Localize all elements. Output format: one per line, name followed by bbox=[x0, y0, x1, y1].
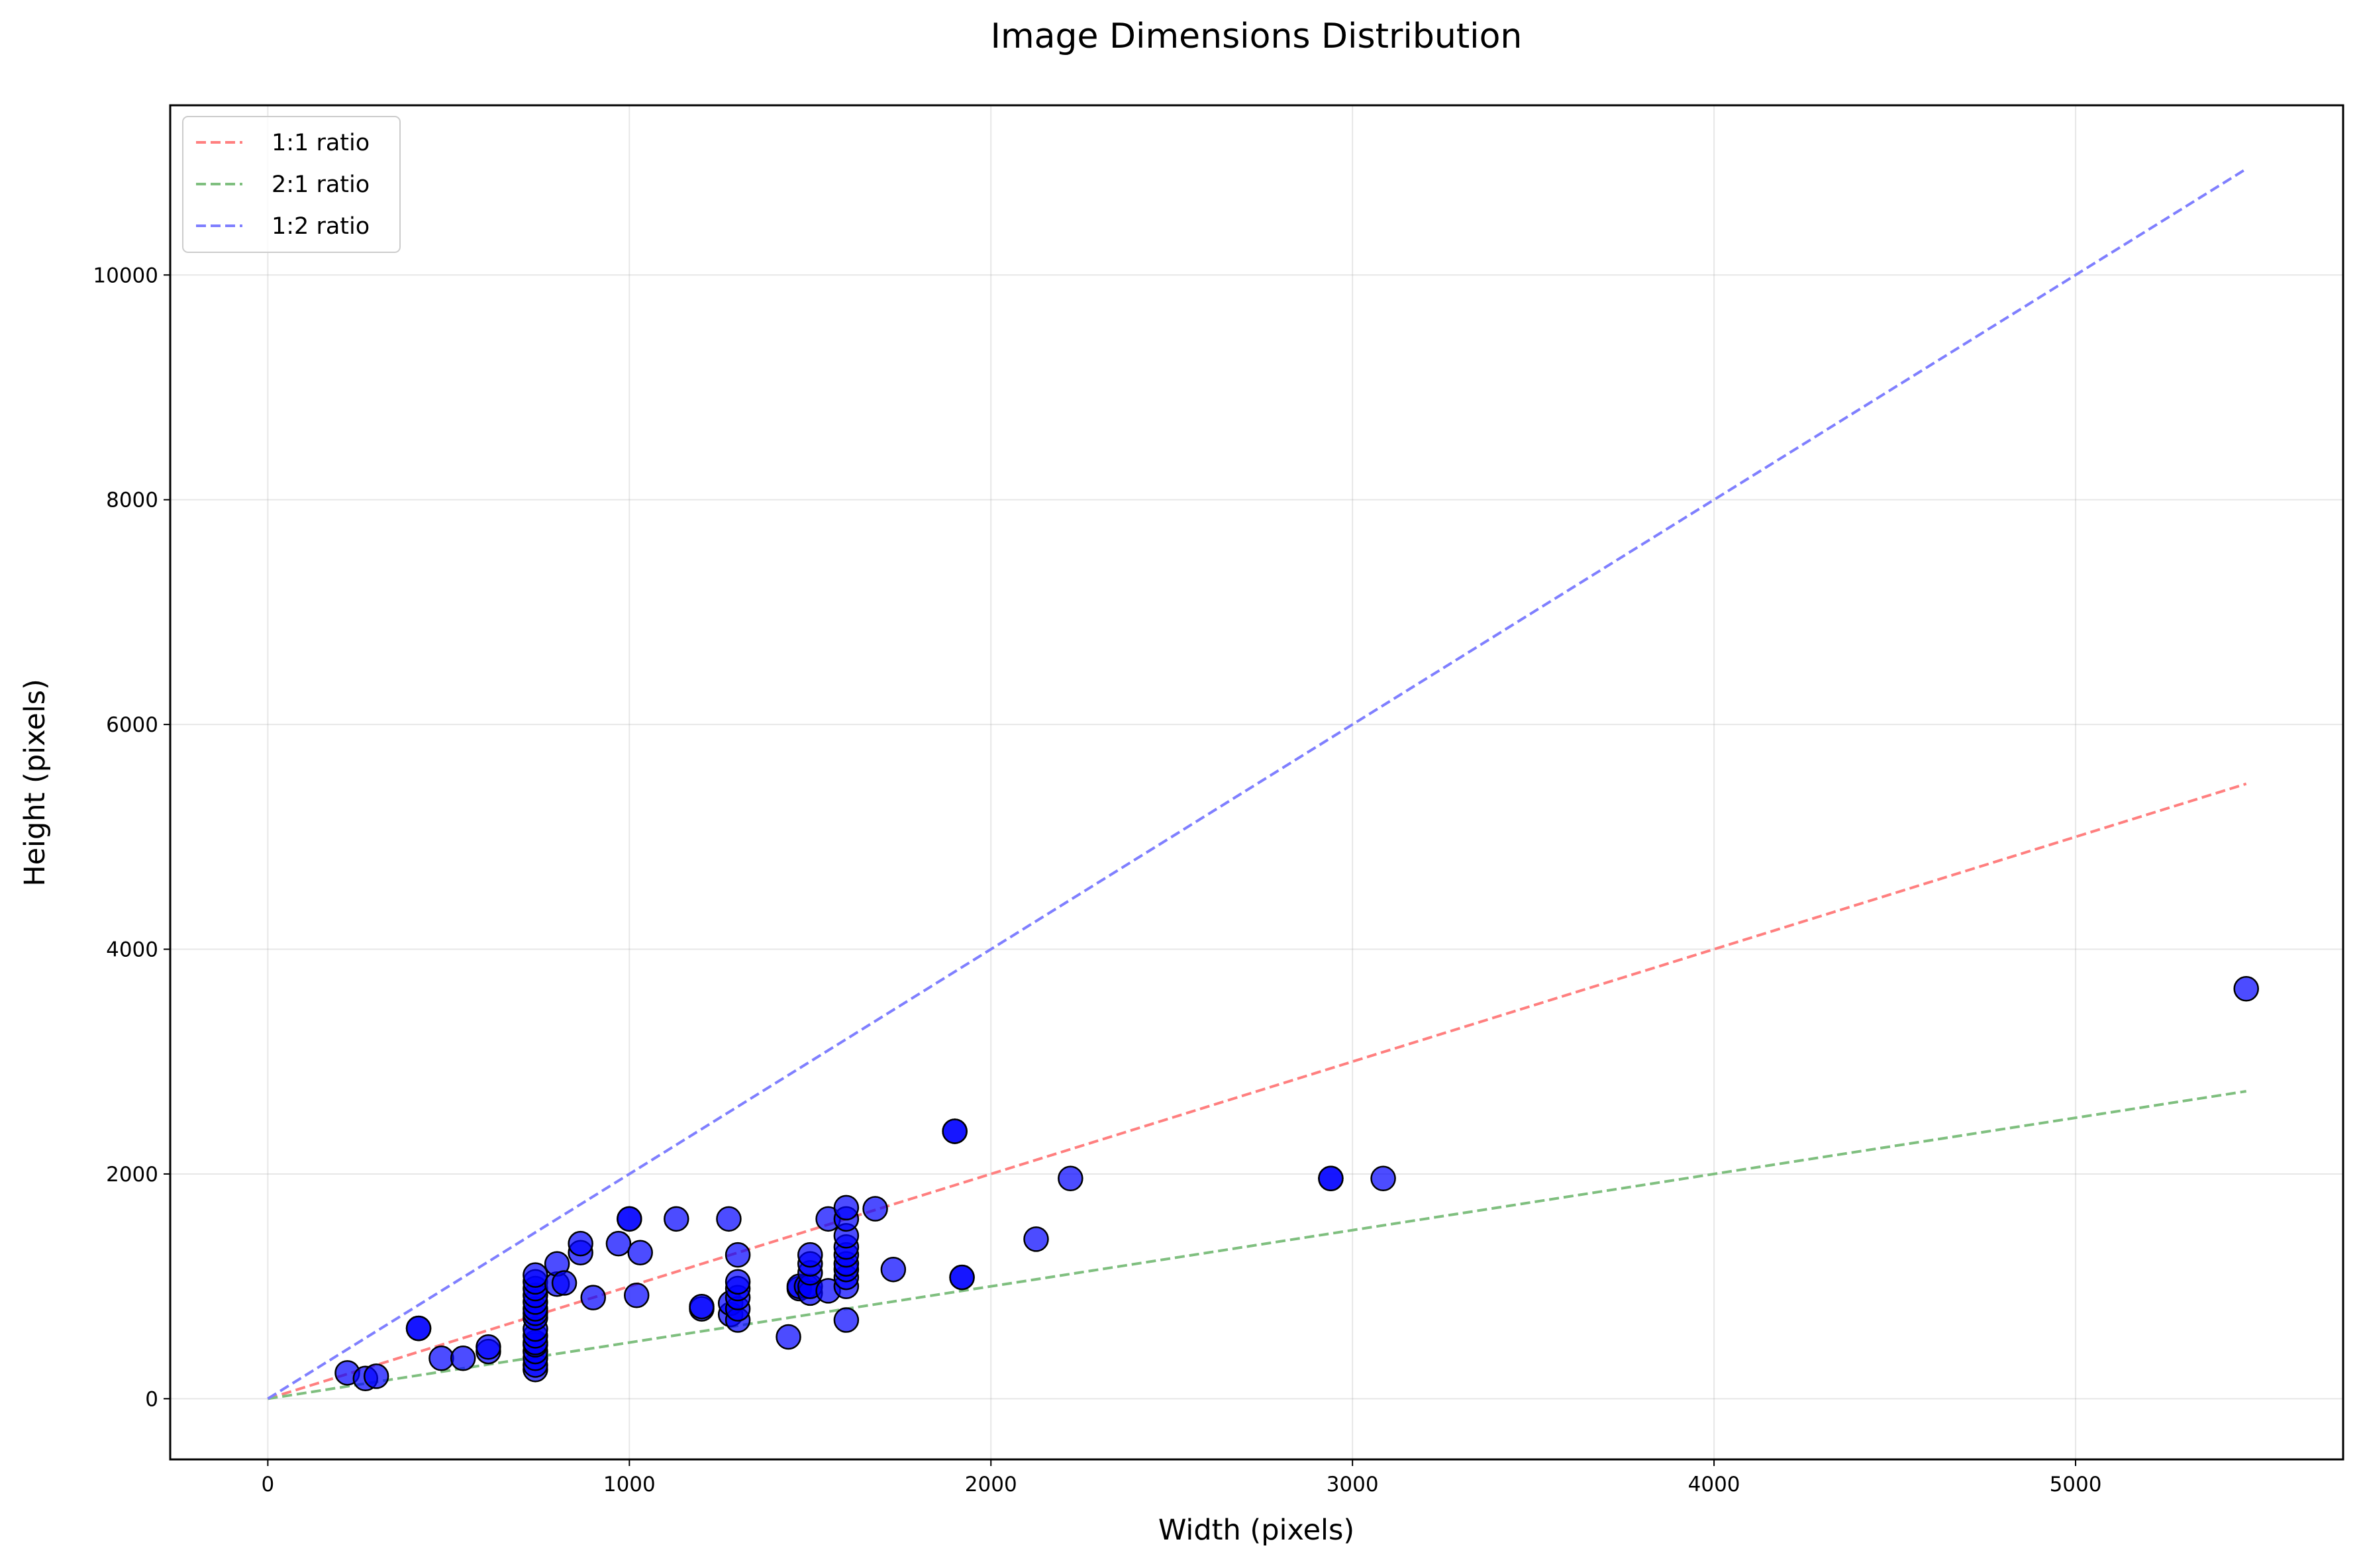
data-point bbox=[725, 1269, 751, 1295]
x-tick-label: 1000 bbox=[603, 1473, 656, 1496]
data-point bbox=[450, 1346, 476, 1371]
y-tick-label: 10000 bbox=[93, 264, 158, 287]
x-axis-title: Width (pixels) bbox=[1158, 1514, 1354, 1547]
data-point bbox=[776, 1324, 801, 1350]
y-tick-label: 4000 bbox=[106, 938, 158, 962]
y-axis-ticks: 0 2000 4000 6000 8000 10000 bbox=[93, 264, 170, 1411]
data-point bbox=[716, 1206, 742, 1232]
reference-lines bbox=[267, 168, 2247, 1400]
y-tick-label: 2000 bbox=[106, 1163, 158, 1187]
y-tick-label: 6000 bbox=[106, 713, 158, 737]
data-point bbox=[627, 1240, 653, 1265]
reference-line-3 bbox=[267, 168, 2247, 1400]
plot-area-frame bbox=[169, 104, 2344, 1461]
data-point bbox=[880, 1256, 907, 1283]
data-point bbox=[476, 1334, 501, 1360]
legend-label-1: 1:1 ratio bbox=[272, 130, 370, 156]
reference-line-1 bbox=[267, 782, 2247, 1400]
chart-title: Image Dimensions Distribution bbox=[991, 17, 1523, 56]
reference-line-2 bbox=[268, 1090, 2246, 1400]
data-point bbox=[949, 1264, 975, 1291]
data-point bbox=[605, 1230, 632, 1257]
grid bbox=[170, 105, 2343, 1459]
x-tick-label: 5000 bbox=[2050, 1473, 2102, 1496]
legend-label-2: 2:1 ratio bbox=[272, 172, 370, 198]
data-point bbox=[523, 1262, 548, 1288]
legend-box bbox=[182, 116, 401, 253]
data-point bbox=[363, 1363, 389, 1389]
x-tick-label: 4000 bbox=[1688, 1473, 1740, 1496]
data-point bbox=[428, 1346, 454, 1371]
y-axis-title: Height (pixels) bbox=[19, 679, 52, 887]
data-point bbox=[580, 1285, 606, 1310]
data-point bbox=[1023, 1226, 1049, 1252]
data-point bbox=[1318, 1165, 1344, 1191]
data-point bbox=[942, 1118, 968, 1144]
data-point bbox=[1370, 1165, 1396, 1191]
y-tick-label: 8000 bbox=[106, 489, 158, 513]
data-point bbox=[623, 1282, 650, 1308]
data-points bbox=[334, 976, 2259, 1392]
legend-label-3: 1:2 ratio bbox=[272, 213, 370, 240]
y-tick-label: 0 bbox=[145, 1387, 158, 1411]
data-point bbox=[568, 1230, 593, 1257]
data-point bbox=[862, 1196, 888, 1222]
data-point bbox=[725, 1242, 751, 1268]
data-point bbox=[551, 1270, 578, 1296]
legend: 1:1 ratio 2:1 ratio 1:2 ratio bbox=[182, 116, 401, 253]
data-point bbox=[2233, 976, 2259, 1002]
x-axis-ticks: 0 1000 2000 3000 4000 5000 bbox=[262, 1459, 2102, 1496]
x-tick-label: 2000 bbox=[965, 1473, 1017, 1496]
data-point bbox=[405, 1315, 432, 1342]
data-point bbox=[617, 1206, 642, 1232]
data-point bbox=[797, 1242, 823, 1268]
data-point bbox=[689, 1293, 715, 1320]
data-point bbox=[833, 1195, 860, 1221]
data-point bbox=[833, 1307, 860, 1333]
x-tick-label: 3000 bbox=[1327, 1473, 1379, 1496]
data-point bbox=[664, 1206, 689, 1232]
data-point bbox=[1058, 1165, 1083, 1191]
x-tick-label: 0 bbox=[262, 1473, 275, 1496]
